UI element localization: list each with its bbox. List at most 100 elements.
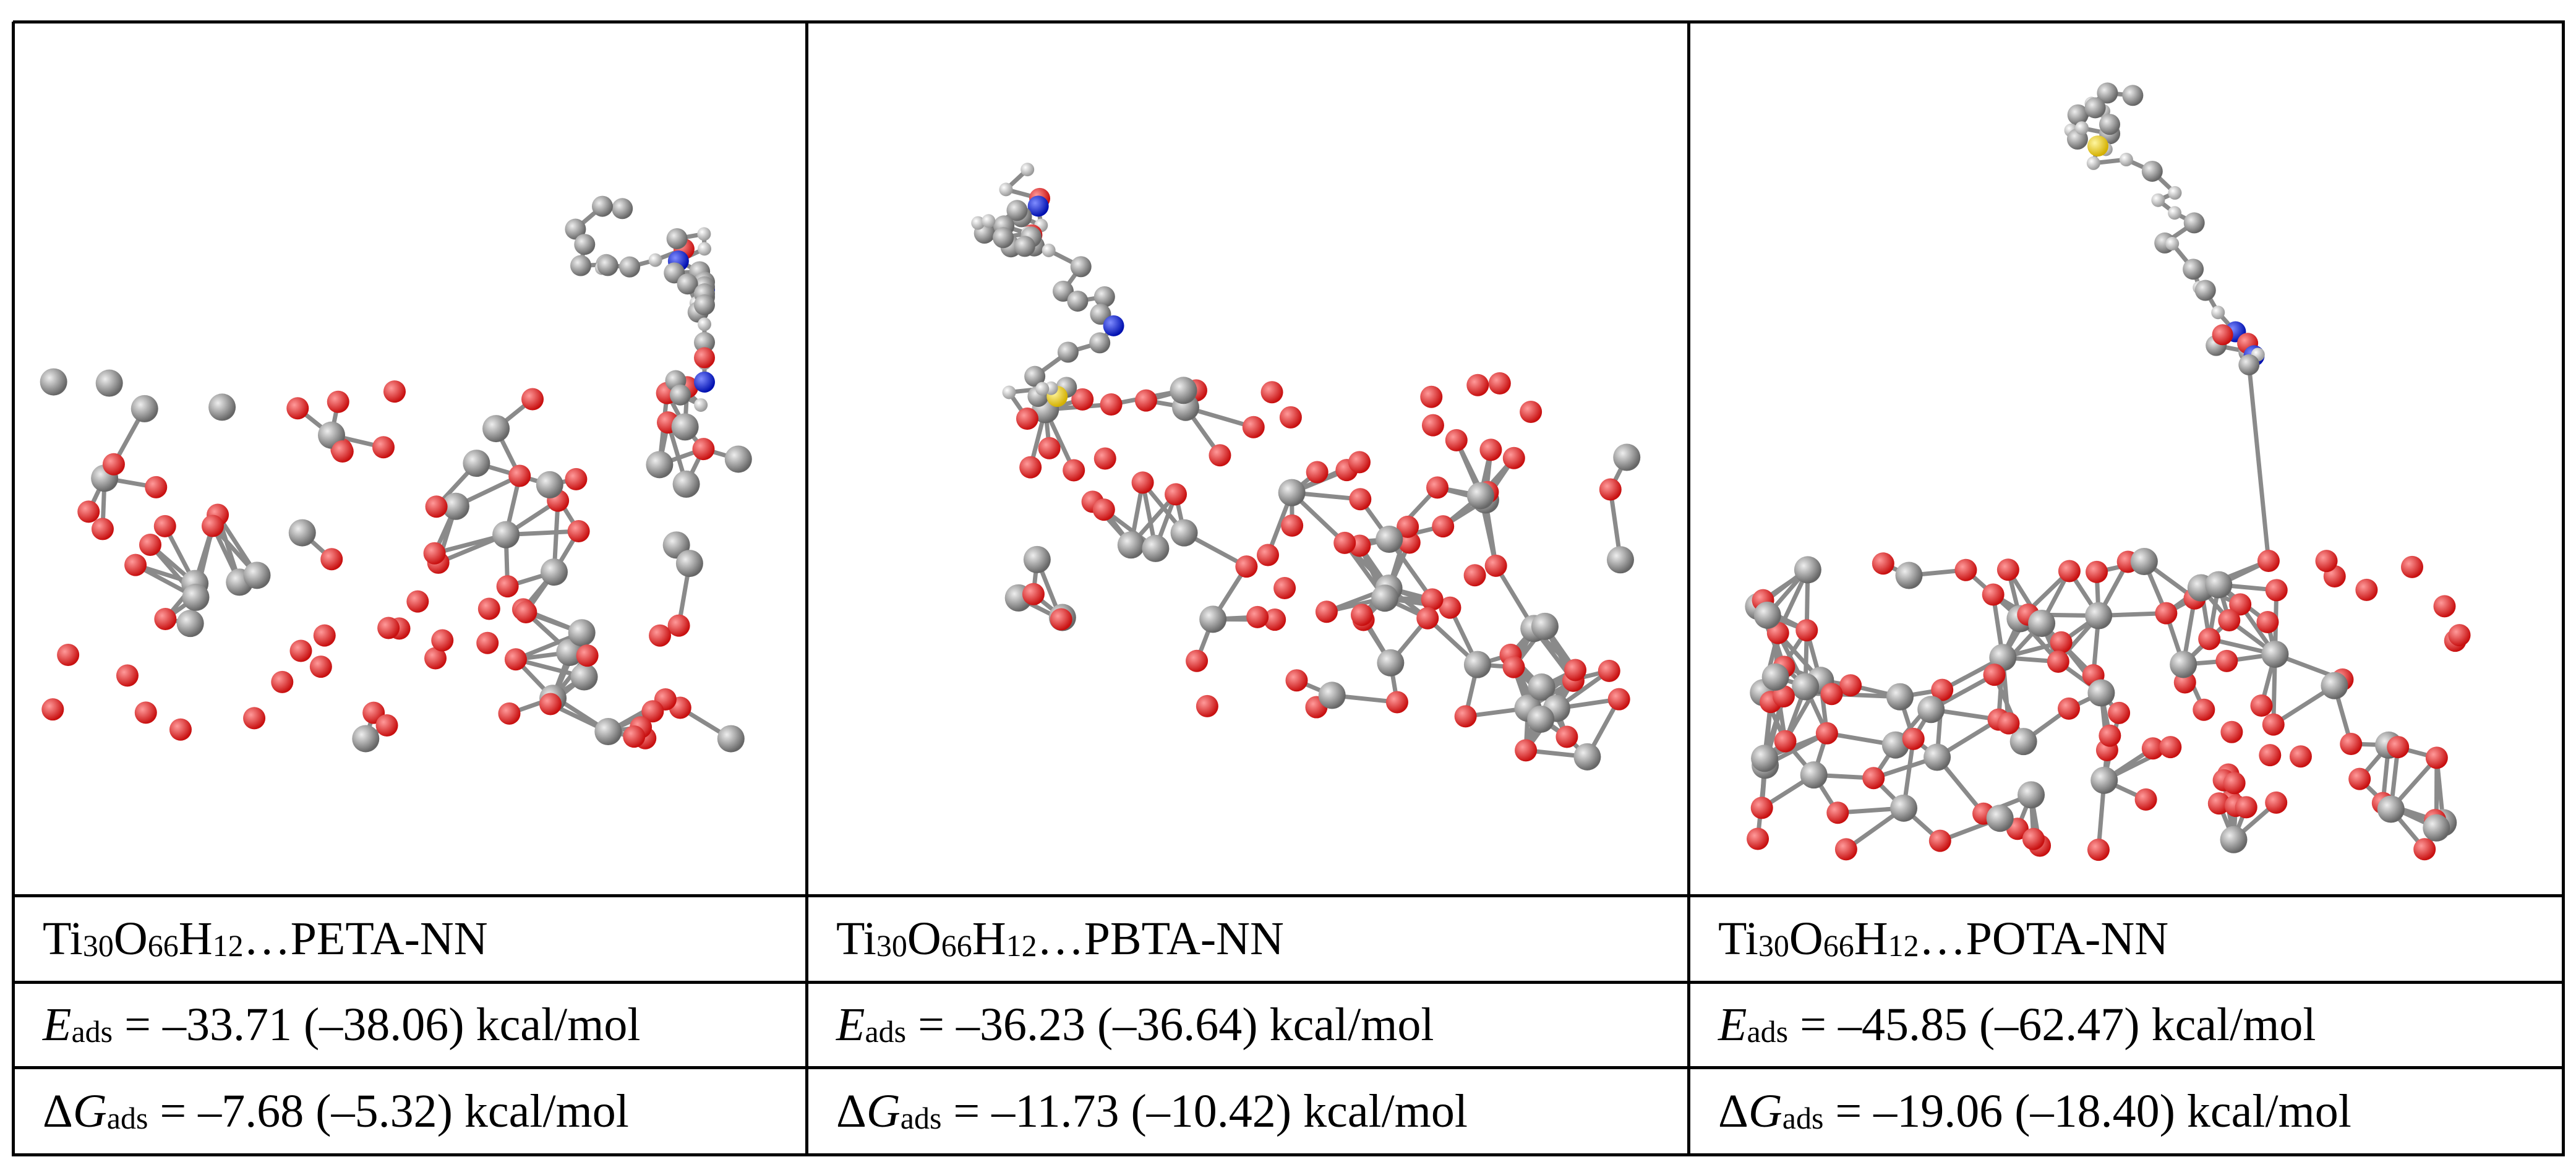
- atom: [1019, 456, 1042, 479]
- atom: [1185, 649, 1208, 672]
- atom: [1834, 837, 1857, 860]
- atom: [2265, 578, 2288, 601]
- atom: [1242, 416, 1265, 438]
- atom: [2087, 679, 2115, 707]
- atom: [176, 609, 204, 637]
- atom: [555, 638, 583, 666]
- atom: [2167, 186, 2181, 200]
- atom: [2057, 697, 2080, 720]
- column-border: [2561, 22, 2565, 1156]
- atom: [1285, 668, 1307, 691]
- row-border: [13, 894, 2565, 897]
- atom: [724, 445, 752, 472]
- atom: [2141, 160, 2163, 182]
- atom: [144, 476, 167, 498]
- atom: [1042, 243, 1056, 257]
- atom: [2210, 305, 2225, 319]
- atom: [2167, 205, 2181, 220]
- atom: [1208, 443, 1231, 466]
- atom: [383, 380, 406, 403]
- atom: [2150, 193, 2165, 207]
- atom: [2058, 559, 2081, 582]
- atom: [1502, 655, 1525, 678]
- atom: [693, 331, 715, 353]
- atom: [2183, 211, 2205, 233]
- atom: [430, 629, 453, 652]
- text-segment: ΔG: [43, 1088, 107, 1135]
- text-segment: ads: [71, 1014, 113, 1049]
- atom: [1421, 414, 1444, 437]
- atom: [286, 396, 309, 419]
- atom: [2130, 547, 2158, 575]
- atom: [372, 435, 395, 458]
- atom: [1333, 531, 1356, 554]
- atom: [425, 495, 448, 518]
- atom: [1273, 576, 1296, 599]
- adsorption-free-energy: ΔG ads = –11.73 (–10.42) kcal/mol: [807, 1067, 1688, 1155]
- atom: [576, 644, 599, 667]
- atom: [134, 701, 157, 724]
- atom: [2386, 735, 2409, 758]
- atom: [1528, 673, 1555, 701]
- atom: [1484, 554, 1507, 577]
- atom: [1093, 447, 1116, 470]
- atom: [691, 437, 714, 460]
- atom: [2121, 84, 2143, 106]
- text-segment: = –45.85 (–62.47) kcal/mol: [1788, 999, 2316, 1051]
- atom: [696, 226, 711, 241]
- column-border: [11, 22, 15, 1156]
- atom: [1426, 476, 1448, 498]
- atom: [1954, 558, 1977, 581]
- atom: [697, 241, 711, 255]
- atom: [1260, 380, 1283, 403]
- atom: [1463, 563, 1486, 586]
- atom: [1318, 681, 1346, 709]
- atom: [2090, 766, 2118, 794]
- atom: [970, 216, 985, 230]
- text-segment: …POTA-NN: [1919, 913, 2169, 965]
- text-segment: …PETA-NN: [243, 913, 488, 965]
- atom: [1278, 479, 1306, 506]
- atom: [1774, 730, 1797, 753]
- column-border: [1687, 22, 1690, 1156]
- atom: [2215, 649, 2238, 672]
- text-segment: …PBTA-NN: [1037, 913, 1284, 965]
- atom: [1791, 673, 1819, 701]
- atom: [1886, 683, 1914, 711]
- atom: [567, 519, 590, 542]
- atom: [2220, 826, 2248, 853]
- atom: [2289, 745, 2312, 767]
- text-segment: O: [907, 913, 941, 965]
- atom: [1746, 827, 1769, 850]
- atom: [536, 471, 563, 498]
- atom: [1820, 682, 1843, 705]
- atom: [1555, 725, 1578, 748]
- atom: [1023, 545, 1051, 573]
- atom: [1396, 515, 1419, 538]
- atom: [2182, 258, 2204, 280]
- atom: [1761, 663, 1789, 691]
- atom: [2348, 767, 2371, 790]
- atom: [2022, 827, 2045, 850]
- atom: [998, 182, 1012, 196]
- text-segment: E: [43, 999, 72, 1051]
- atom: [2228, 592, 2251, 615]
- atom: [677, 273, 698, 294]
- text-segment: O: [113, 913, 148, 965]
- atom: [1256, 544, 1279, 566]
- atom: [2258, 743, 2281, 766]
- atom: [289, 639, 312, 662]
- text-segment: Δ: [1718, 1085, 1748, 1137]
- atom: [1526, 705, 1554, 733]
- atom: [2257, 549, 2280, 572]
- atom: [313, 624, 336, 647]
- atom: [1020, 162, 1034, 176]
- atom: [2261, 640, 2288, 668]
- atom: [2220, 720, 2243, 743]
- atom: [671, 412, 699, 440]
- text-segment: = –19.06 (–18.40) kcal/mol: [1823, 1085, 2351, 1137]
- text-segment: ΔG: [1718, 1088, 1782, 1135]
- atom: [327, 390, 349, 413]
- atom: [2047, 650, 2069, 673]
- atom: [1996, 712, 2019, 735]
